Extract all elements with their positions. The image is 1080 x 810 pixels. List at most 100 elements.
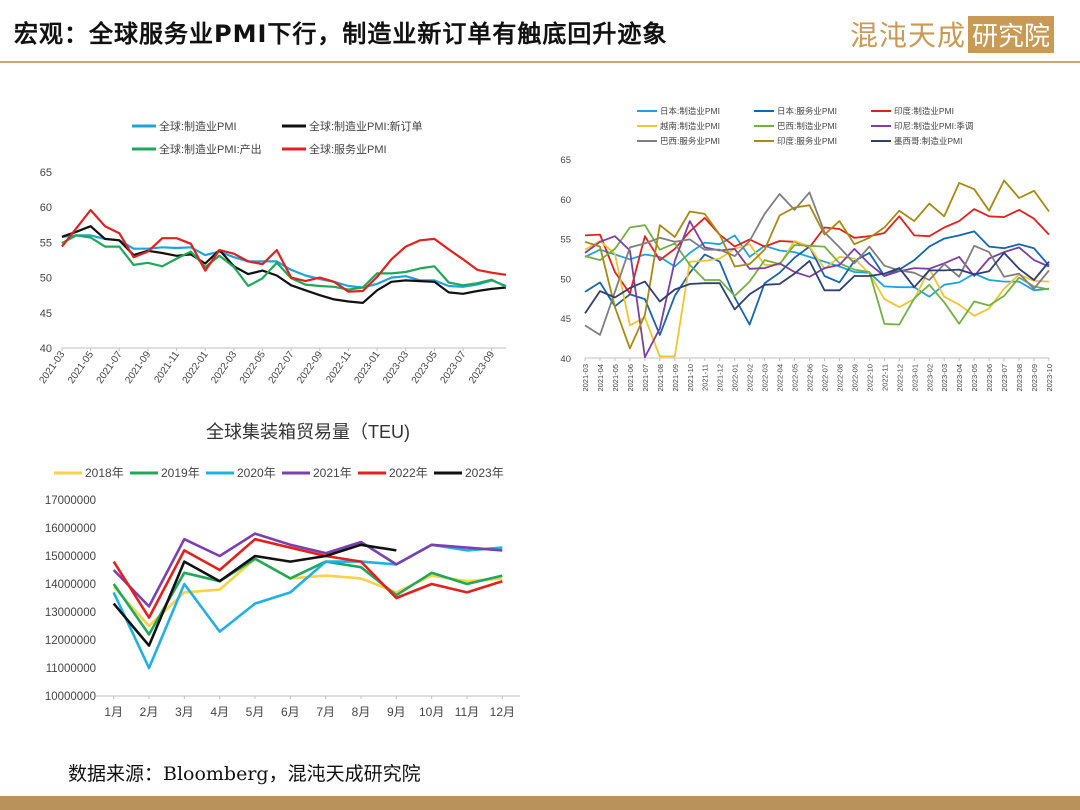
x-tick-label: 2021-10 [686,364,695,392]
x-tick-label: 2023-01 [352,349,382,386]
global-pmi-chart: 4045505560652021-032021-052021-072021-09… [37,119,507,386]
legend-label-3: 全球:服务业PMI [309,142,387,156]
x-tick-label: 2022-03 [209,349,239,386]
x-tick-label: 2021-09 [123,349,153,386]
y-tick-label: 65 [560,155,571,166]
x-tick-label: 2022-02 [746,364,755,392]
legend-label-4: 巴西:制造业PMI [777,121,837,131]
x-tick-label: 1月 [104,705,123,719]
x-tick-label: 2021-03 [581,364,590,392]
y-tick-label: 50 [40,273,52,285]
chart-title: 全球集装箱贸易量（TEU) [206,422,410,442]
x-tick-label: 7月 [316,705,335,719]
x-tick-label: 4月 [210,705,229,719]
y-tick-label: 45 [560,314,571,325]
x-tick-label: 2022-01 [181,349,211,386]
legend-label-1: 全球:制造业PMI:新订单 [309,119,423,133]
legend-label-3: 2021年 [313,466,352,480]
brand-name: 混沌天成 [849,19,966,52]
x-tick-label: 2022-05 [791,364,800,392]
y-tick-label: 55 [40,237,52,249]
series-line-5 [112,543,397,647]
legend-label-1: 日本:服务业PMI [777,106,837,116]
legend-label-2: 全球:制造业PMI:产出 [159,142,262,156]
x-tick-label: 2023-01 [910,364,919,392]
x-tick-label: 2022-09 [295,349,325,386]
x-tick-label: 2022-08 [835,364,844,392]
x-tick-label: 2023-05 [970,364,979,392]
series-line-8 [584,252,1050,314]
x-tick-label: 2023-03 [940,364,949,392]
series-line-1 [584,230,1050,336]
page-title: 宏观：全球服务业PMI下行，制造业新订单有触底回升迹象 [14,20,668,48]
series-line-7 [584,179,1050,350]
y-tick-label: 60 [560,195,571,206]
series-line-4 [584,224,1050,326]
legend-label-2: 2020年 [237,466,276,480]
x-tick-label: 2023-03 [381,349,411,386]
legend-label-0: 全球:制造业PMI [159,119,237,133]
x-tick-label: 2021-06 [626,364,635,392]
x-tick-label: 8月 [352,705,371,719]
x-tick-label: 2022-12 [895,364,904,392]
y-tick-label: 11000000 [46,663,96,675]
x-tick-label: 2021-05 [611,364,620,392]
series-line-3 [112,532,503,608]
x-tick-label: 2023-10 [1045,364,1054,392]
x-tick-label: 2023-04 [955,364,964,392]
container-trade-chart: 全球集装箱贸易量（TEU) 10000000 11000000 12000000 130… [45,422,520,719]
x-tick-label: 2022-11 [880,364,889,391]
y-tick-label: 10000000 [45,691,96,703]
x-tick-label: 2022-09 [850,364,859,392]
y-tick-label: 12000000 [45,635,96,647]
brand-logo: 混沌天成 研究院 [850,14,1054,54]
x-tick-label: 2023-09 [467,349,497,386]
x-tick-label: 2022-11 [324,349,354,385]
legend-label-7: 印度:服务业PMI [777,136,837,146]
x-tick-label: 2023-07 [1000,364,1009,392]
legend-label-5: 2023年 [465,466,504,480]
y-tick-label: 14000000 [45,579,96,591]
y-tick-label: 17000000 [45,495,96,507]
x-tick-label: 2021-11 [701,364,710,391]
x-tick-label: 2022-07 [820,364,829,392]
y-tick-label: 50 [560,274,571,285]
x-tick-label: 2022-01 [731,364,740,392]
y-tick-label: 16000000 [45,523,96,535]
series-line-6 [584,191,1050,336]
y-tick-label: 40 [40,343,52,355]
series-line-2 [584,208,1050,295]
x-tick-label: 3月 [175,705,194,719]
legend-label-8: 墨西哥:制造业PMI [894,136,962,146]
legend-label-4: 2022年 [389,466,428,480]
x-tick-label: 2021-05 [66,349,96,386]
legend-label-3: 越南:制造业PMI [660,121,720,131]
footer-bar [0,796,1080,810]
y-tick-label: 65 [40,167,52,179]
x-tick-label: 2021-07 [641,364,650,392]
series-line-1 [112,557,503,636]
series-line-0 [584,234,1050,298]
x-tick-label: 5月 [246,705,265,719]
x-tick-label: 2023-06 [985,364,994,392]
header-divider [0,61,1080,63]
series-line-4 [112,537,503,619]
y-tick-label: 40 [560,354,571,365]
x-tick-label: 2023-07 [438,349,468,386]
legend-label-5: 印尼:制造业PMI:季调 [894,121,973,131]
x-tick-label: 2022-10 [865,364,874,392]
x-tick-label: 2023-09 [1030,364,1039,392]
brand-suffix: 研究院 [967,15,1054,53]
x-tick-label: 2021-11 [152,349,182,385]
x-tick-label: 9月 [387,705,406,719]
x-tick-label: 2022-07 [267,349,297,386]
x-tick-label: 2023-08 [1015,364,1024,392]
legend-label-1: 2019年 [161,466,200,480]
legend-label-0: 2018年 [85,466,124,480]
x-tick-label: 2021-09 [671,364,680,392]
legend-label-2: 印度:制造业PMI [894,106,954,116]
y-tick-label: 55 [560,235,571,246]
series-line-3 [61,208,507,293]
x-tick-label: 11月 [455,705,479,719]
y-tick-label: 60 [40,202,52,214]
